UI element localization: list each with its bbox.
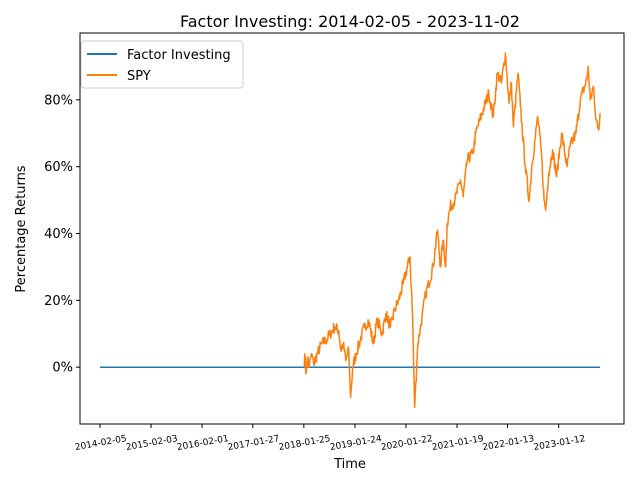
y-tick-label: 80% [44,93,73,108]
legend: Factor Investing SPY [80,40,244,89]
legend-label-spy: SPY [127,69,151,84]
legend-label-factor-investing: Factor Investing [127,48,231,63]
y-axis: 0% 20% 40% 60% 80% [44,93,80,376]
y-tick-label: 60% [44,160,73,175]
legend-box [80,40,244,89]
chart-title: Factor Investing: 2014-02-05 - 2023-11-0… [180,12,520,31]
y-tick-label: 0% [52,361,73,376]
plot-lines [100,52,601,409]
x-axis-label: Time [333,457,366,472]
series-line-spy [303,52,601,409]
y-tick-label: 40% [44,227,73,242]
y-axis-label: Percentage Returns [14,165,29,292]
y-tick-label: 20% [44,294,73,309]
plot-frame [79,32,625,425]
